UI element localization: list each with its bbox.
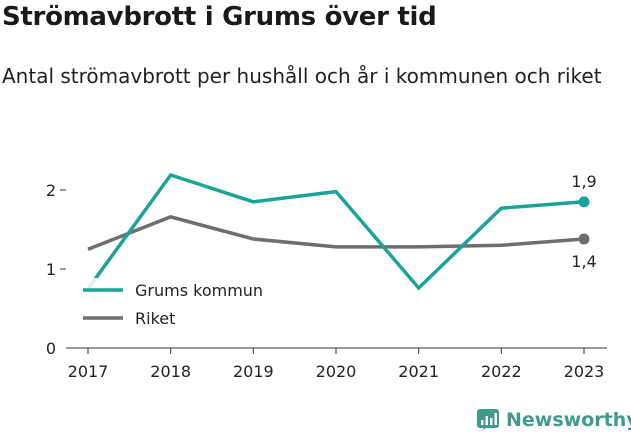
newsworthy-label: Newsworthy bbox=[506, 409, 631, 431]
x-tick-label: 2019 bbox=[233, 362, 274, 381]
data-label-riket: 1,4 bbox=[571, 252, 596, 271]
data-label-grums-kommun: 1,9 bbox=[571, 172, 596, 191]
y-tick-label: 0 bbox=[46, 339, 56, 358]
line-chart: 0 1 2 2017 2018 2019 2020 2021 2022 2023 1,9 1,4 Gru… bbox=[46, 172, 607, 381]
chart-subtitle: Antal strömavbrott per hushåll och år i … bbox=[2, 64, 602, 88]
x-tick-label: 2023 bbox=[564, 362, 605, 381]
x-tick-label: 2020 bbox=[316, 362, 357, 381]
series-end-point-riket bbox=[578, 233, 590, 245]
series-line-riket bbox=[87, 215, 585, 251]
y-tick-label: 1 bbox=[46, 260, 56, 279]
x-tick-label: 2018 bbox=[150, 362, 191, 381]
legend-label-riket: Riket bbox=[135, 309, 175, 328]
chart-title: Strömavbrott i Grums över tid bbox=[2, 2, 437, 32]
x-tick-label: 2022 bbox=[481, 362, 522, 381]
newsworthy-brand: Newsworthy bbox=[476, 408, 631, 432]
y-tick-label: 2 bbox=[46, 181, 56, 200]
x-tick-label: 2021 bbox=[398, 362, 439, 381]
x-tick-label: 2017 bbox=[68, 362, 109, 381]
legend-background bbox=[79, 278, 289, 336]
series-line-grums-kommun bbox=[86, 172, 585, 291]
legend-label-grums-kommun: Grums kommun bbox=[135, 281, 263, 300]
newsworthy-logo-icon bbox=[477, 409, 499, 431]
series-end-point-grums-kommun bbox=[578, 196, 590, 208]
